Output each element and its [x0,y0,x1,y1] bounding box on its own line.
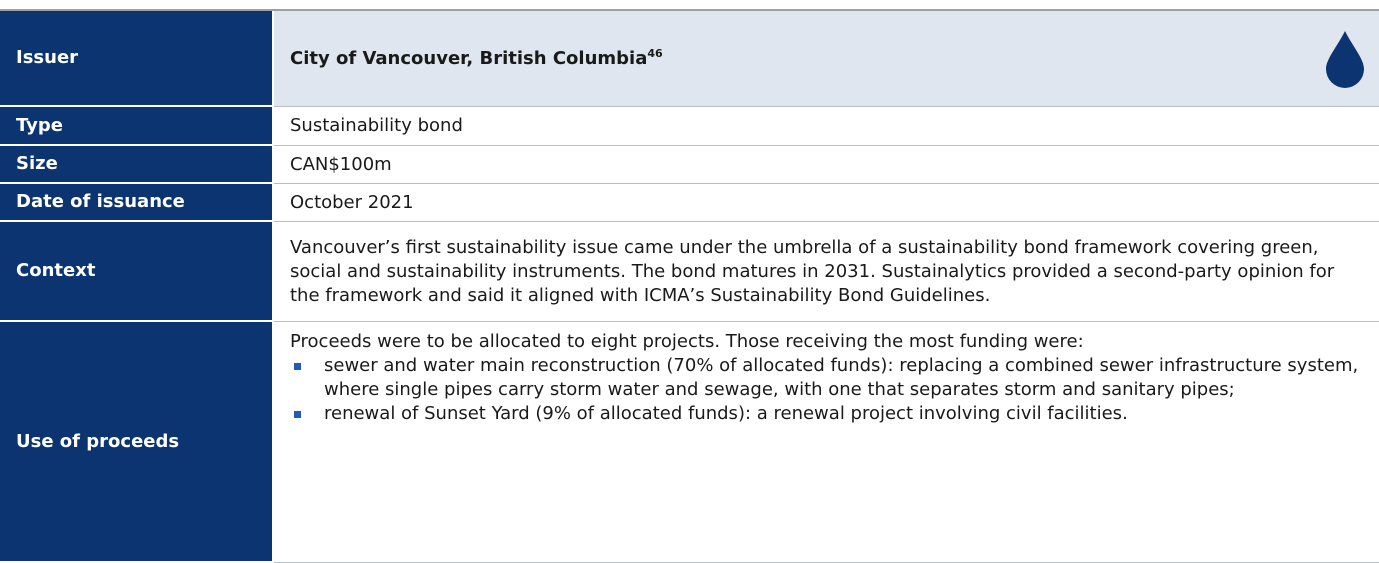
bullet-list: sewer and water main reconstruction (70%… [290,354,1359,426]
title-text: City of Vancouver, British Columbia [290,47,648,69]
label-text: Issuer [16,47,79,68]
row-value: CAN$100m [274,146,1379,184]
value-block: Sustainability bond [290,114,463,138]
label-text: Type [16,114,63,136]
value-text: Sustainability bond [290,115,463,136]
value-block: October 2021 [290,191,414,215]
value-text: CAN$100m [290,153,392,175]
label-text: Size [16,153,58,174]
row-value: Proceeds were to be allocated to eight p… [274,322,1379,563]
title: City of Vancouver, British Columbia46 [290,47,663,71]
footnote-ref: 46 [647,46,663,60]
value-text: Proceeds were to be allocated to eight p… [290,331,1084,352]
value-text: Vancouver’s first sustainability issue c… [290,236,1335,306]
row-label: Size [0,146,272,184]
row-label: Date of issuance [0,184,272,222]
top-rule [0,9,1379,11]
row-value: October 2021 [274,184,1379,222]
bullet-item: renewal of Sunset Yard (9% of allocated … [290,402,1359,426]
value-block: CAN$100m [290,153,392,177]
header-value: City of Vancouver, British Columbia46 [274,11,1379,107]
label-text: Context [16,260,96,281]
value-block: Proceeds were to be allocated to eight p… [290,330,1359,426]
value-text: October 2021 [290,191,414,213]
row-value: Vancouver’s first sustainability issue c… [274,222,1379,322]
header-label: Issuer [0,11,272,107]
value-block: Vancouver’s first sustainability issue c… [290,236,1359,308]
water-drop-icon [1326,31,1364,88]
label-text: Use of proceeds [16,430,180,452]
label-text: Date of issuance [16,191,185,212]
bullet-item: sewer and water main reconstruction (70%… [290,354,1359,402]
row-value: Sustainability bond [274,107,1379,146]
row-label: Use of proceeds [0,322,272,563]
row-label: Context [0,222,272,322]
row-label: Type [0,107,272,146]
